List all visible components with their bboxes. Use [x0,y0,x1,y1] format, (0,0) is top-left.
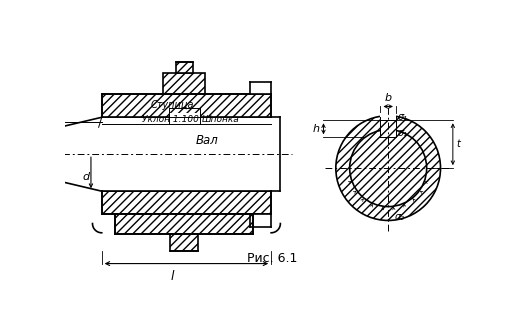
Bar [170,234,198,251]
Bar [380,113,396,120]
Bar [102,94,271,117]
Text: t: t [456,139,460,149]
Text: d: d [82,171,89,182]
Bar [249,214,271,227]
Text: σ₁: σ₁ [398,128,408,139]
Text: σ₁: σ₁ [398,112,408,122]
Bar [102,117,271,124]
Text: h: h [312,124,320,134]
Circle shape [336,116,440,220]
Text: Шпонка: Шпонка [202,115,239,125]
Text: l: l [171,270,174,283]
Bar [169,113,200,124]
Text: Рис. 6.1: Рис. 6.1 [247,252,298,265]
Text: Ступица: Ступица [151,100,195,110]
Bar [163,73,205,94]
Text: Уклон 1:100: Уклон 1:100 [142,115,199,125]
Bar [249,82,271,94]
Bar [380,120,396,137]
Bar [55,117,318,184]
Text: Вал: Вал [196,134,218,147]
Bar [115,214,253,234]
Circle shape [350,130,427,206]
Text: b: b [385,93,392,103]
Bar [176,62,193,73]
Text: σ₂: σ₂ [394,212,404,222]
Bar [102,191,271,214]
